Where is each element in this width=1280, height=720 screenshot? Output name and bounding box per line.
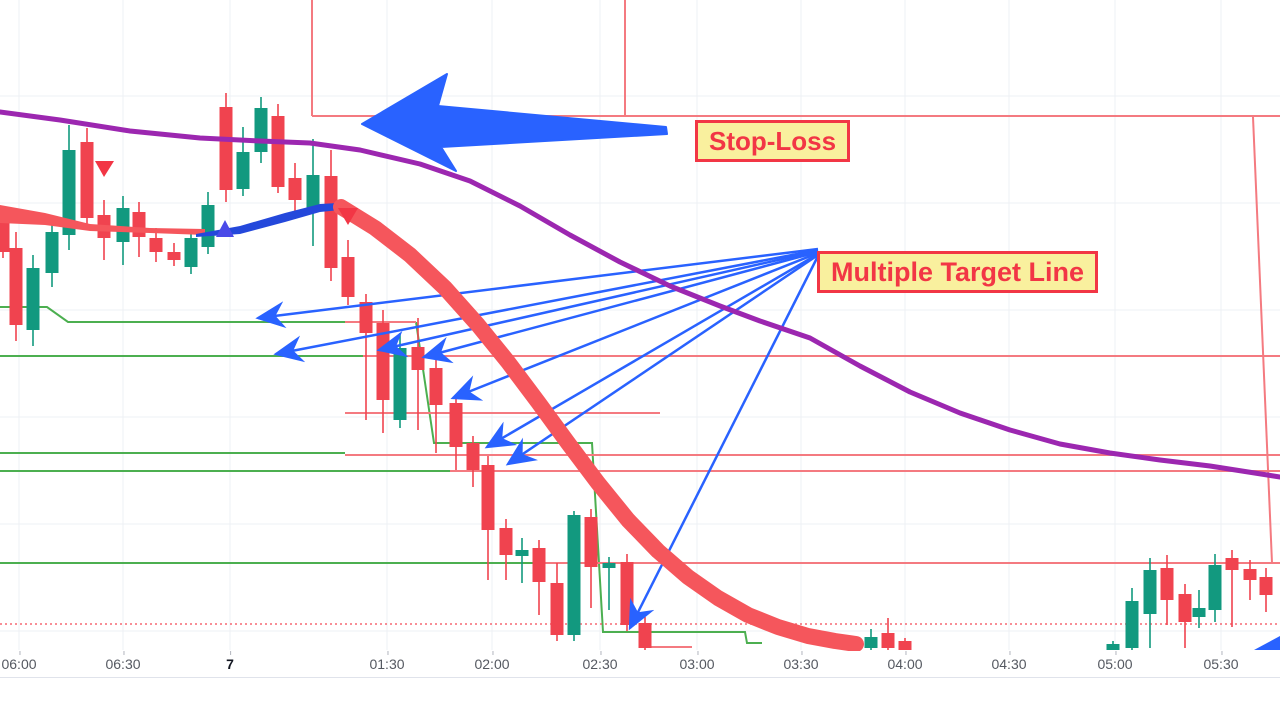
candle-body — [132, 212, 146, 237]
candle-body — [481, 465, 495, 530]
target-arrow[interactable] — [255, 247, 819, 329]
fast-ma-red-taper — [0, 205, 205, 235]
candle-body — [1259, 577, 1273, 595]
time-label: 03:30 — [783, 651, 819, 677]
candle-body — [1192, 608, 1206, 617]
candle-body — [584, 517, 598, 567]
candle-body — [532, 548, 546, 582]
fast-ma-red-band — [333, 199, 864, 651]
sell-marker-triangle — [338, 208, 358, 225]
candle-body — [449, 403, 463, 447]
time-label: 05:00 — [1097, 651, 1133, 677]
candle-body — [359, 302, 373, 333]
candle-body — [881, 633, 895, 648]
candle-body — [864, 637, 878, 648]
candle-body — [466, 443, 480, 470]
sell-marker-triangle — [95, 161, 114, 177]
candle-body — [45, 232, 59, 273]
candle-body — [324, 176, 338, 268]
target-arrow[interactable] — [376, 249, 819, 358]
time-label: 06:00 — [1, 651, 37, 677]
time-label: 04:30 — [991, 651, 1027, 677]
candle-body — [26, 268, 40, 330]
candle-body — [602, 563, 616, 568]
target-arrow[interactable] — [273, 248, 819, 363]
time-axis[interactable]: 06:00 06:30 7 01:30 02:00 02:30 03:00 03:30 04:0… — [0, 651, 1280, 678]
multiple-target-label[interactable]: Multiple Target Line — [817, 251, 1099, 293]
time-label: 02:30 — [582, 651, 618, 677]
stop-loss-label[interactable]: Stop-Loss — [695, 120, 851, 162]
candle-body — [429, 368, 443, 405]
candle-body — [1106, 644, 1120, 650]
time-label: 04:00 — [887, 651, 923, 677]
bottom-toolbar-area — [0, 678, 1280, 720]
candle-body — [149, 238, 163, 252]
time-label: 02:00 — [474, 651, 510, 677]
target-line-green[interactable] — [0, 306, 345, 323]
chart-canvas[interactable] — [0, 0, 1280, 651]
candle-body — [1178, 594, 1192, 622]
candle-body — [638, 623, 652, 648]
candle-body — [1160, 568, 1174, 600]
stop-loss-arrow[interactable] — [361, 73, 668, 172]
candle-body — [1143, 570, 1157, 614]
target-line-green[interactable] — [415, 321, 762, 644]
candle-body — [411, 347, 425, 370]
candle-body — [515, 550, 529, 556]
fast-ma-blue-segment — [196, 203, 340, 237]
candle-body — [306, 175, 320, 208]
target-arrow[interactable] — [450, 251, 819, 401]
candle-body — [1208, 565, 1222, 610]
candle-body — [288, 178, 302, 200]
corner-arrow-fragment[interactable] — [1254, 636, 1280, 650]
candle-body — [0, 222, 10, 252]
candle-body — [898, 641, 912, 650]
target-line-red[interactable] — [1252, 116, 1273, 564]
candle-body — [167, 252, 181, 260]
time-label: 06:30 — [105, 651, 141, 677]
candle-body — [567, 515, 581, 635]
candle-body — [219, 107, 233, 190]
candle-body — [620, 562, 634, 625]
candle-body — [62, 150, 76, 235]
candle-body — [184, 238, 198, 267]
candle-body — [499, 528, 513, 555]
candle-body — [1243, 569, 1257, 580]
candle-body — [80, 142, 94, 218]
candle-body — [1225, 558, 1239, 570]
candle-body — [236, 152, 250, 189]
time-label: 05:30 — [1203, 651, 1239, 677]
candle-body — [1125, 601, 1139, 648]
candle-body — [254, 108, 268, 152]
candle-body — [271, 116, 285, 187]
candle-body — [341, 257, 355, 297]
buy-marker-triangle — [216, 220, 234, 237]
slow-ma-purple — [0, 109, 1280, 480]
candle-body — [116, 208, 130, 242]
time-label: 7 — [226, 651, 234, 677]
time-label: 03:00 — [679, 651, 715, 677]
target-arrow[interactable] — [628, 255, 820, 631]
time-label: 01:30 — [369, 651, 405, 677]
candle-body — [393, 348, 407, 420]
candle-body — [201, 205, 215, 247]
candle-body — [550, 583, 564, 635]
candle-body — [9, 248, 23, 325]
